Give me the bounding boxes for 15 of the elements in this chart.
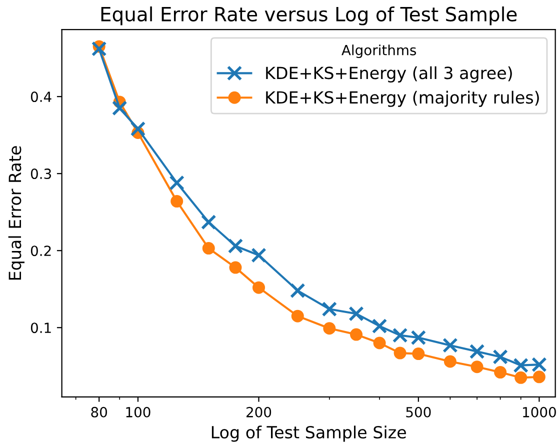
y-tick-label: 0.1 [30,322,51,334]
y-tick-label: 0.4 [30,92,52,102]
y-tick-label: 0.2 [30,246,51,256]
x-tick-label: 1000 [523,406,556,418]
chart-title: Equal Error Rate versus Log of Test Sample [101,6,517,26]
legend-title: Algorithms [342,44,416,58]
legend-label: KDE+KS+Energy (all 3 agree) [266,66,512,82]
legend-label: KDE+KS+Energy (majority rules) [266,90,539,107]
x-tick-label: 80 [91,406,107,418]
x-axis-title: Log of Test Sample Size [212,426,406,442]
y-tick-label: 0.3 [30,168,51,180]
x-tick-label: 100 [126,406,150,418]
y-axis-title: Equal Error Rate [8,146,24,280]
x-tick-label: 200 [246,406,272,418]
x-tick-label: 500 [406,406,431,418]
